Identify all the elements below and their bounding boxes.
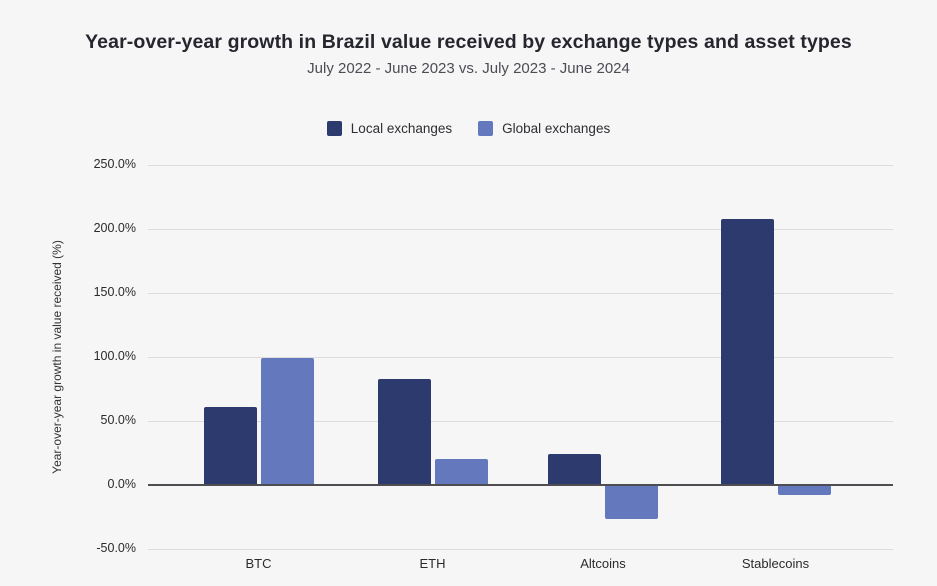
zero-line-overlay [148, 484, 893, 486]
bar-global-btc [260, 358, 314, 485]
bar-global-altcoins [605, 486, 658, 520]
chart-title: Year-over-year growth in Brazil value re… [85, 31, 852, 53]
bar-local-stablecoins [720, 219, 774, 485]
gridline-250 [148, 165, 893, 167]
x-tick-label-altcoins: Altcoins [580, 556, 626, 571]
x-tick-label-btc: BTC [245, 556, 272, 571]
gridline-200 [148, 229, 893, 231]
legend-label-global-exchanges: Global exchanges [502, 121, 611, 136]
x-tick-label-eth: ETH [419, 556, 446, 571]
gridline--50 [148, 548, 893, 550]
chart-subtitle: July 2022 - June 2023 vs. July 2023 - Ju… [307, 60, 630, 77]
gridline-150 [148, 293, 893, 295]
legend-swatch-local-exchanges [326, 121, 342, 136]
legend-item-local-exchanges: Local exchanges [326, 121, 453, 136]
legend-item-global-exchanges: Global exchanges [478, 121, 610, 136]
legend: Local exchanges Global exchanges [0, 121, 937, 136]
x-tick-label-stablecoins: Stablecoins [741, 556, 810, 571]
y-tick-label--50: -50.0% [96, 540, 136, 555]
y-tick-label-150: 150.0% [93, 285, 136, 300]
bar-global-stablecoins [777, 486, 831, 495]
y-tick-label-50: 50.0% [100, 413, 136, 428]
bar-local-altcoins [548, 454, 601, 485]
y-tick-label-100: 100.0% [93, 349, 136, 364]
legend-swatch-global-exchanges [478, 121, 494, 136]
gridline-100 [148, 357, 893, 359]
y-tick-label-200: 200.0% [93, 221, 136, 236]
legend-label-local-exchanges: Local exchanges [350, 121, 453, 136]
y-tick-label-250: 250.0% [93, 157, 136, 172]
bar-global-eth [434, 459, 488, 485]
y-tick-label-0: 0.0% [107, 477, 137, 491]
bar-local-eth [377, 378, 431, 485]
gridline-50 [148, 421, 893, 423]
bar-local-btc [203, 407, 257, 485]
